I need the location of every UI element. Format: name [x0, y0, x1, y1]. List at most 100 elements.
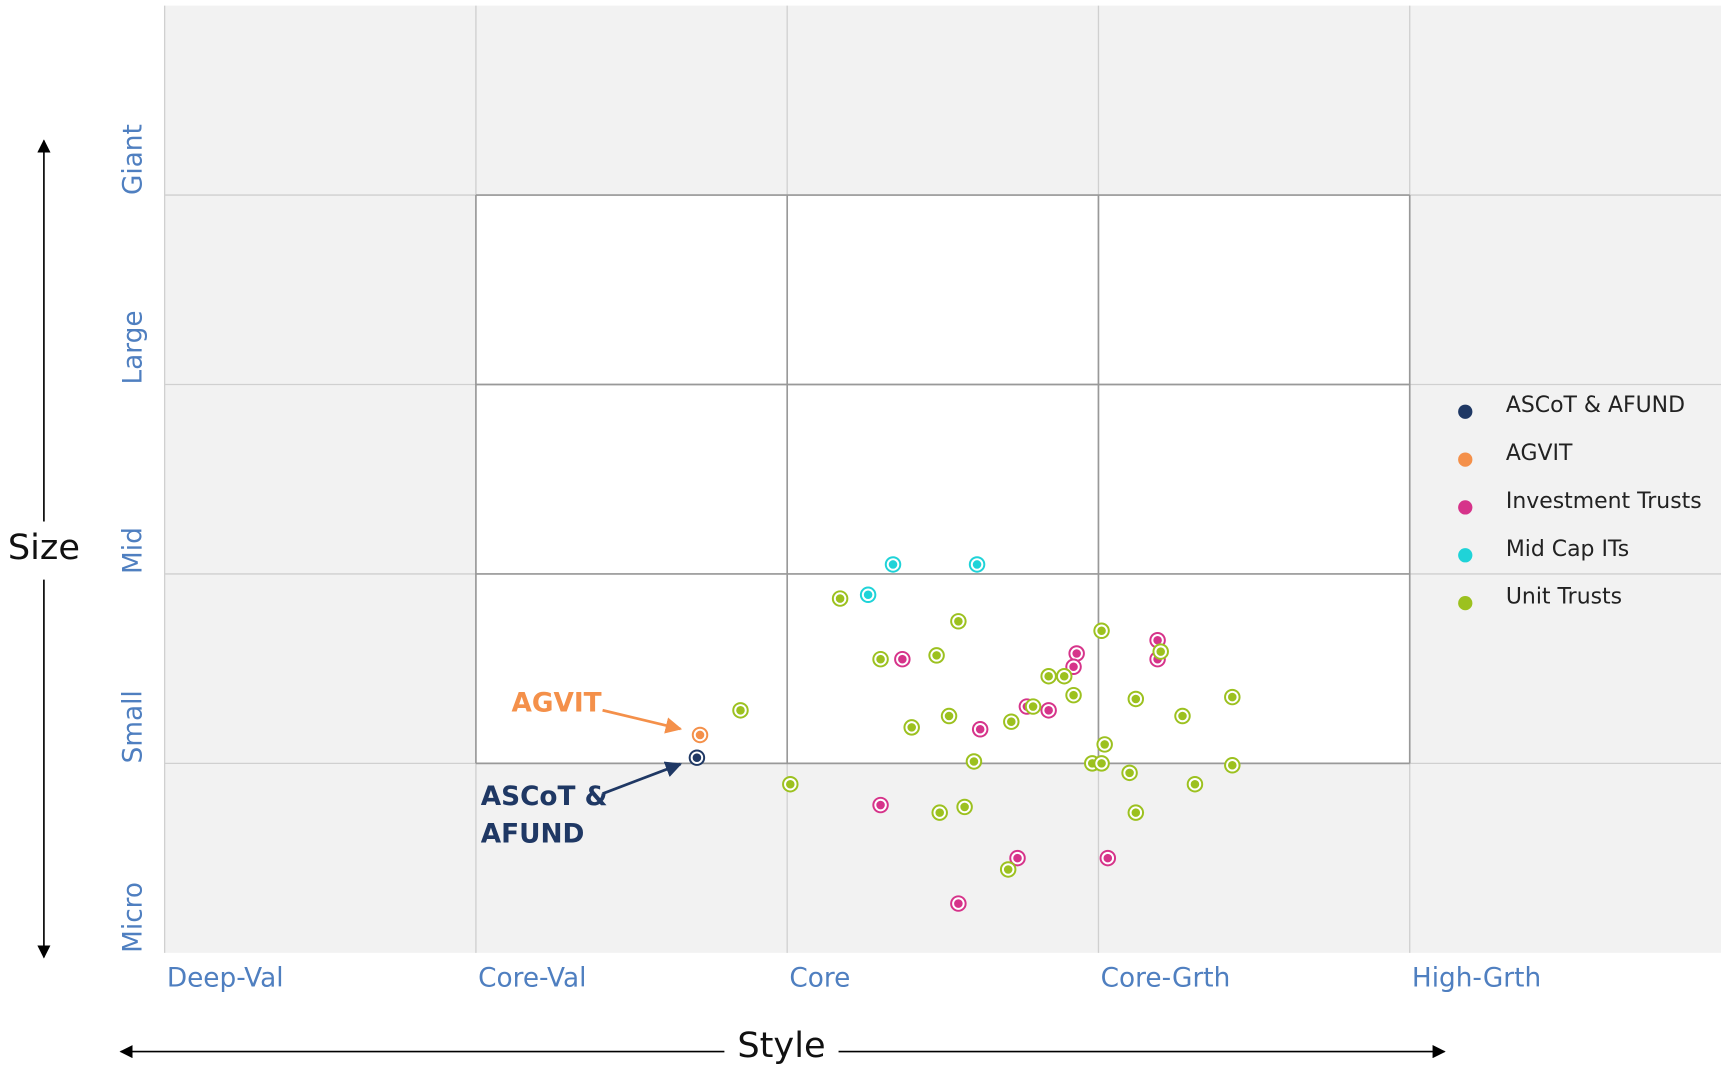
legend-label: AGVIT: [1506, 441, 1573, 466]
point: [691, 726, 709, 744]
point-halo: [1095, 757, 1108, 770]
point-halo: [967, 755, 981, 768]
point: [1127, 690, 1145, 708]
point-halo: [896, 652, 909, 666]
x-axis-title: Style: [737, 1025, 825, 1066]
point: [872, 650, 889, 668]
point-halo: [958, 800, 971, 814]
point-halo: [1176, 709, 1189, 723]
point: [1040, 702, 1057, 719]
point-halo: [1067, 688, 1080, 702]
point: [1093, 622, 1110, 640]
point-halo: [734, 704, 747, 717]
point: [1174, 707, 1191, 725]
annotation-line: AGVIT: [511, 688, 601, 718]
point: [950, 895, 967, 912]
point: [1093, 755, 1110, 772]
point: [1127, 804, 1145, 821]
point: [1024, 698, 1042, 715]
annotation: AGVIT: [511, 688, 601, 718]
point: [1096, 736, 1113, 753]
y-axis-title: Size: [8, 527, 80, 568]
point-halo: [930, 649, 943, 662]
legend-marker: [1458, 500, 1473, 515]
point: [950, 613, 967, 630]
point-halo: [693, 728, 707, 742]
point: [1040, 668, 1057, 685]
point: [1055, 668, 1073, 685]
point-halo: [1042, 669, 1055, 683]
point: [884, 556, 902, 573]
point: [968, 556, 986, 573]
point-halo: [1098, 738, 1111, 751]
point: [931, 804, 948, 821]
point-halo: [1095, 624, 1108, 638]
legend-label: Mid Cap ITs: [1506, 537, 1629, 562]
annotation-line: ASCoT &: [481, 781, 608, 811]
point: [782, 775, 799, 793]
legend-label: ASCoT & AFUND: [1506, 393, 1685, 418]
point: [872, 796, 889, 814]
x-tick-label: Core: [789, 964, 850, 994]
point-halo: [973, 723, 987, 736]
annotation-arrow: [602, 708, 683, 734]
point-halo: [1129, 692, 1143, 706]
point: [688, 749, 706, 766]
point-halo: [952, 897, 965, 910]
x-tick-label: Deep-Val: [167, 964, 284, 994]
y-tick-label: Mid: [118, 527, 148, 574]
point-halo: [1123, 766, 1136, 780]
point-halo: [874, 798, 887, 812]
point-halo: [1101, 851, 1115, 865]
point-halo: [861, 588, 875, 602]
point-halo: [970, 558, 984, 571]
point: [940, 707, 958, 725]
legend-label: Investment Trusts: [1506, 489, 1702, 514]
point-halo: [1188, 777, 1202, 791]
y-tick-label: Small: [118, 690, 148, 763]
point-halo: [874, 652, 887, 666]
annotation-line: AFUND: [481, 819, 585, 849]
y-tick-label: Large: [118, 310, 148, 384]
point-halo: [1026, 700, 1040, 713]
point-halo: [1011, 851, 1024, 865]
point-halo: [1226, 759, 1239, 772]
point: [1065, 686, 1082, 704]
legend-marker: [1458, 452, 1473, 467]
point-halo: [833, 592, 847, 605]
plot-area: [163, 5, 1721, 953]
legend-marker: [1458, 404, 1473, 419]
annotation: ASCoT & AFUND: [481, 781, 608, 848]
point: [1224, 688, 1241, 706]
point: [971, 721, 989, 738]
point: [928, 647, 945, 664]
point: [1121, 764, 1138, 782]
x-tick-label: Core-Val: [478, 964, 586, 994]
x-tick-label: Core-Grth: [1101, 964, 1231, 994]
point-halo: [784, 777, 797, 791]
legend-label: Unit Trusts: [1506, 585, 1622, 610]
point-halo: [905, 721, 918, 734]
y-tick-label: Giant: [118, 124, 148, 195]
y-tick-label: Micro: [118, 882, 148, 953]
point: [1003, 713, 1020, 730]
legend-marker: [1458, 548, 1473, 563]
point-halo: [690, 751, 704, 764]
point-halo: [1057, 669, 1071, 683]
point-halo: [1129, 806, 1143, 819]
point-halo: [942, 709, 956, 723]
point: [732, 702, 749, 719]
point-halo: [1001, 863, 1015, 876]
point-halo: [1042, 704, 1055, 717]
point: [1186, 775, 1204, 793]
point-halo: [1226, 690, 1239, 704]
legend-marker: [1458, 596, 1473, 611]
point-halo: [1005, 715, 1018, 728]
point-halo: [933, 806, 946, 819]
point: [956, 798, 973, 816]
point-halo: [1070, 647, 1083, 660]
point: [903, 719, 920, 736]
point: [999, 861, 1017, 878]
point: [965, 753, 983, 770]
